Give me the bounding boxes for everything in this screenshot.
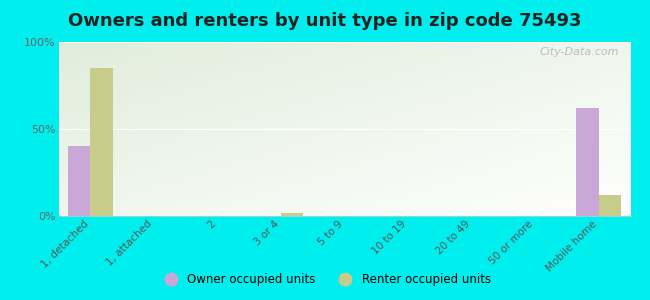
Bar [281,212,303,216]
Bar [68,146,90,216]
Text: City-Data.com: City-Data.com [540,47,619,57]
Legend: Owner occupied units, Renter occupied units: Owner occupied units, Renter occupied un… [154,269,496,291]
Bar [577,108,599,216]
Bar [599,195,621,216]
Text: Owners and renters by unit type in zip code 75493: Owners and renters by unit type in zip c… [68,12,582,30]
Bar [90,68,112,216]
